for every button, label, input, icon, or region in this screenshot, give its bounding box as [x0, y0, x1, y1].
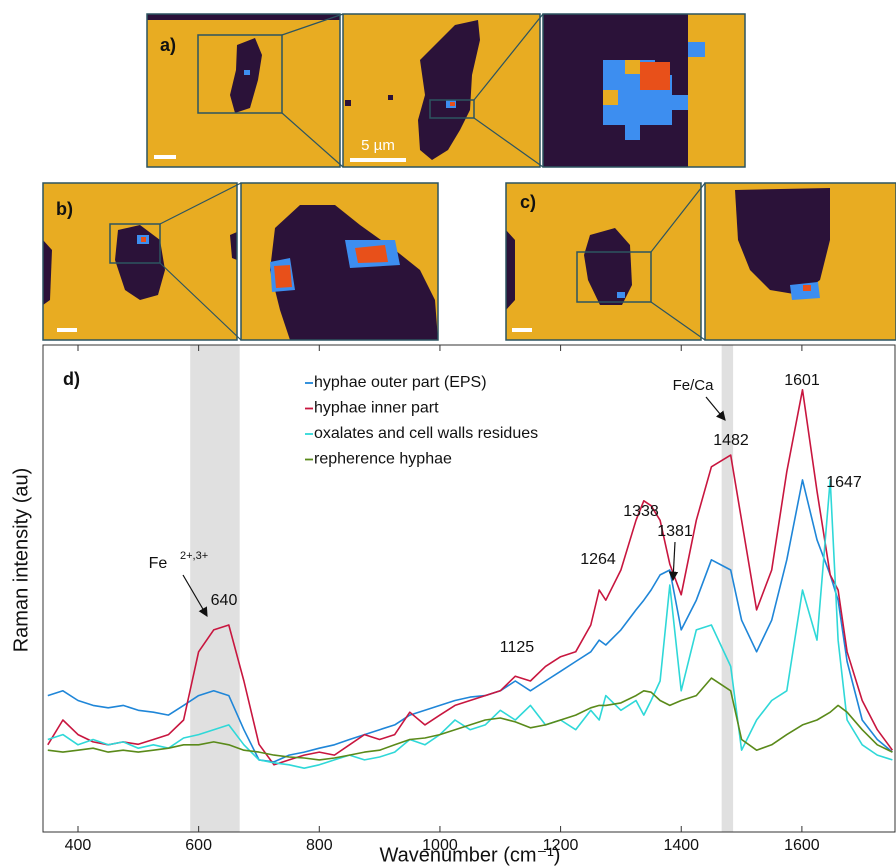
x-axis-label: Wavenumber (cm⁻¹) — [380, 844, 561, 866]
legend-label: oxalates and cell walls residues — [314, 425, 538, 442]
legend-label: hyphae inner part — [314, 400, 439, 417]
peak-annotation: 1601 — [784, 372, 820, 389]
arrow — [705, 396, 726, 421]
highlight-band — [721, 345, 734, 832]
spectrum-line — [47, 677, 893, 761]
arrow — [668, 541, 679, 582]
legend-label: hyphae outer part (EPS) — [314, 374, 487, 391]
peak-annotation: 640 — [211, 592, 238, 609]
x-tick-label: 1600 — [784, 837, 820, 854]
highlight-band — [190, 345, 240, 832]
x-tick-label: 600 — [185, 837, 212, 854]
peak-annotation: 1125 — [500, 639, 535, 656]
panel-label: a) — [160, 35, 176, 55]
peak-annotation: 1338 — [623, 503, 659, 520]
x-tick-label: 1400 — [663, 837, 699, 854]
peak-annotation: 2+,3+ — [180, 550, 208, 562]
plot-frame — [42, 344, 896, 833]
peak-annotation: 1381 — [657, 523, 693, 540]
panel-label: b) — [56, 199, 73, 219]
peak-annotation: 1264 — [580, 551, 616, 568]
legend-label: repherence hyphae — [314, 451, 452, 468]
spectrum-line — [47, 479, 893, 769]
peak-annotation: 1647 — [826, 474, 862, 491]
map-panel-a: 5 µm a) — [146, 13, 746, 168]
x-tick-label: 1000 — [422, 837, 458, 854]
peak-annotation: Fe — [149, 555, 168, 572]
panel-label: c) — [520, 192, 536, 212]
x-tick-label: 800 — [306, 837, 333, 854]
map-panel-b: b) — [42, 182, 439, 341]
spectrum-line — [47, 479, 893, 763]
panel-label: d) — [63, 369, 80, 389]
x-tick-label: 1200 — [543, 837, 579, 854]
scale-bar-label: 5 µm — [361, 137, 395, 154]
y-axis-label: Raman intensity (au) — [10, 468, 32, 653]
peak-annotation: Fe/Ca — [673, 377, 715, 394]
arrow — [182, 574, 208, 618]
x-tick-label: 400 — [65, 837, 92, 854]
spectrum-line — [47, 389, 894, 766]
peak-annotation: 1482 — [713, 432, 749, 449]
map-panel-c: c) — [505, 182, 896, 341]
spectrum-chart: 400 600 800 1000 1200 1400 1600 hyphae outer p… — [10, 344, 896, 866]
